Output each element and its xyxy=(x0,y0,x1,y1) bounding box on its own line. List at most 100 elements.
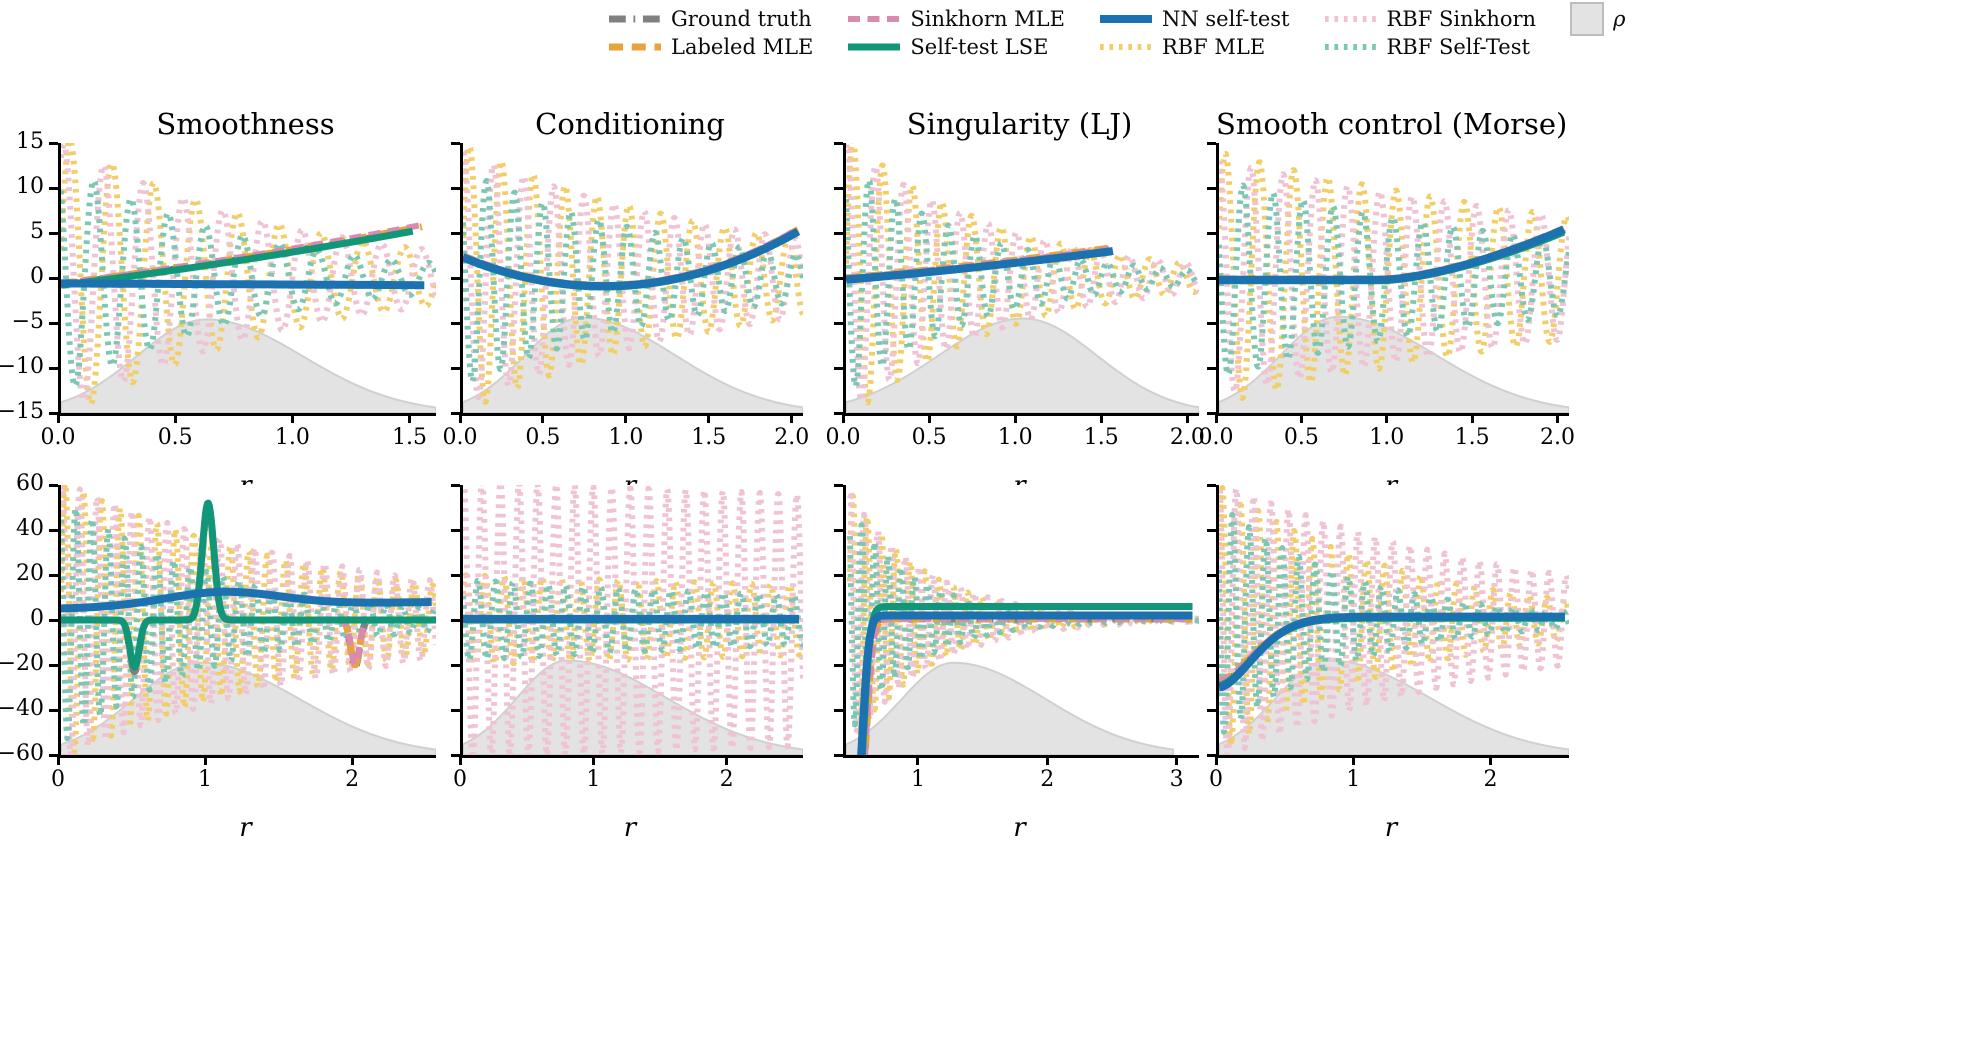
x-tickmark xyxy=(290,413,294,423)
x-tickmark xyxy=(1385,413,1389,423)
y-tickmark xyxy=(451,276,460,280)
legend-swatch-icon xyxy=(1099,9,1153,29)
y-tickmark xyxy=(49,141,58,145)
y-tickmark xyxy=(834,483,843,487)
rho-patch-icon xyxy=(1570,2,1605,36)
plot-area-bottom-smoothness xyxy=(58,485,436,758)
plot-area-bottom-smooth-control-morse xyxy=(1216,485,1569,758)
legend-entries: Ground truth Sinkhorn MLE NN self-test RBF … xyxy=(608,2,1626,61)
legend-entry-nn-self-test[interactable]: NN self-test xyxy=(1099,5,1290,33)
x-tick-label: 1.0 xyxy=(997,425,1033,450)
legend-label: NN self-test xyxy=(1161,6,1290,31)
x-tickmark xyxy=(173,413,177,423)
x-tick-label: 0.5 xyxy=(157,425,193,450)
y-tick-label: 5 xyxy=(30,219,44,244)
legend-swatch-icon xyxy=(847,37,901,57)
legend-entry-rbf-self-test[interactable]: RBF Self-Test xyxy=(1324,33,1537,61)
y-tickmark xyxy=(49,528,58,532)
x-tickmark xyxy=(1351,755,1355,765)
y-tickmark xyxy=(834,276,843,280)
legend-label: Labeled MLE xyxy=(671,34,814,59)
x-tickmark xyxy=(350,755,354,765)
y-tickmark xyxy=(451,411,460,415)
x-tickmark xyxy=(1185,413,1189,423)
legend-entry-rho[interactable]: ρ xyxy=(1570,2,1626,36)
x-tickmark xyxy=(725,755,729,765)
x-tick-label: 1.5 xyxy=(392,425,428,450)
x-tick-label: 3 xyxy=(1169,767,1184,792)
x-tickmark xyxy=(458,755,462,765)
x-tickmark xyxy=(1555,413,1559,423)
y-tickmark xyxy=(49,366,58,370)
legend: Ground truth Sinkhorn MLE NN self-test RBF … xyxy=(0,0,1973,70)
y-tickmark xyxy=(451,618,460,622)
x-tickmark xyxy=(1013,413,1017,423)
y-tickmark xyxy=(451,573,460,577)
y-tickmark xyxy=(1207,276,1216,280)
y-tickmark xyxy=(1207,483,1216,487)
plot-area-top-conditioning xyxy=(460,143,803,416)
x-tick-label: 1.5 xyxy=(1454,425,1490,450)
legend-entry-self-test-lse[interactable]: Self-test LSE xyxy=(847,33,1065,61)
legend-entry-rbf-sinkhorn[interactable]: RBF Sinkhorn xyxy=(1324,5,1537,33)
panel-title: Smooth control (Morse) xyxy=(1216,107,1568,141)
x-tick-label: 1 xyxy=(198,767,213,792)
y-tickmark xyxy=(1207,528,1216,532)
y-tickmark xyxy=(1207,663,1216,667)
x-tick-label: 0.5 xyxy=(525,425,561,450)
legend-label: Self-test LSE xyxy=(910,34,1049,59)
x-tick-label: 2 xyxy=(1040,767,1055,792)
legend-swatch-icon xyxy=(608,9,662,29)
plot-area-top-smoothness xyxy=(58,143,436,416)
y-tickmark xyxy=(451,483,460,487)
y-tick-label: −10 xyxy=(0,354,44,379)
x-tick-label: 0.0 xyxy=(1198,425,1234,450)
legend-label: RBF MLE xyxy=(1161,34,1266,59)
legend-entry-rbf-mle[interactable]: RBF MLE xyxy=(1099,33,1290,61)
y-tickmark xyxy=(451,708,460,712)
y-tick-label: 60 xyxy=(16,471,44,496)
x-tickmark xyxy=(1214,755,1218,765)
y-tick-label: 0 xyxy=(30,264,44,289)
y-tickmark xyxy=(451,663,460,667)
legend-entry-labeled-mle[interactable]: Labeled MLE xyxy=(608,33,813,61)
x-tickmark xyxy=(841,413,845,423)
y-tickmark xyxy=(834,366,843,370)
y-tickmark xyxy=(451,528,460,532)
x-tick-label: 2.0 xyxy=(774,425,810,450)
x-tick-label: 1.0 xyxy=(608,425,644,450)
y-tickmark xyxy=(49,573,58,577)
x-tickmark xyxy=(927,413,931,423)
legend-swatch-icon xyxy=(1324,9,1378,29)
legend-swatch-icon xyxy=(847,9,901,29)
x-tickmark xyxy=(1470,413,1474,423)
x-tick-label: 2.0 xyxy=(1169,425,1205,450)
y-tickmark xyxy=(451,141,460,145)
y-tickmark xyxy=(451,753,460,757)
legend-label: Sinkhorn MLE xyxy=(910,6,1065,31)
legend-entry-sinkhorn-mle[interactable]: Sinkhorn MLE xyxy=(847,5,1065,33)
legend-label: RBF Sinkhorn xyxy=(1386,6,1537,31)
x-tick-label: 0.0 xyxy=(40,425,76,450)
x-tick-label: 0.5 xyxy=(1283,425,1319,450)
legend-label-rho: ρ xyxy=(1613,6,1626,31)
y-tickmark xyxy=(834,753,843,757)
x-axis-label: r xyxy=(1384,813,1398,843)
x-tickmark xyxy=(408,413,412,423)
x-tickmark xyxy=(624,413,628,423)
x-tickmark xyxy=(790,413,794,423)
y-tick-label: 10 xyxy=(16,174,44,199)
x-tick-label: 1 xyxy=(586,767,601,792)
x-tickmark xyxy=(1175,755,1179,765)
y-tickmark xyxy=(834,411,843,415)
y-tickmark xyxy=(451,186,460,190)
x-tickmark xyxy=(1214,413,1218,423)
y-tickmark xyxy=(834,528,843,532)
y-tickmark xyxy=(834,231,843,235)
y-tick-label: 20 xyxy=(16,561,44,586)
x-tick-label: 0 xyxy=(453,767,467,792)
y-tick-label: 0 xyxy=(30,606,44,631)
y-tickmark xyxy=(834,321,843,325)
legend-entry-ground-truth[interactable]: Ground truth xyxy=(608,5,813,33)
